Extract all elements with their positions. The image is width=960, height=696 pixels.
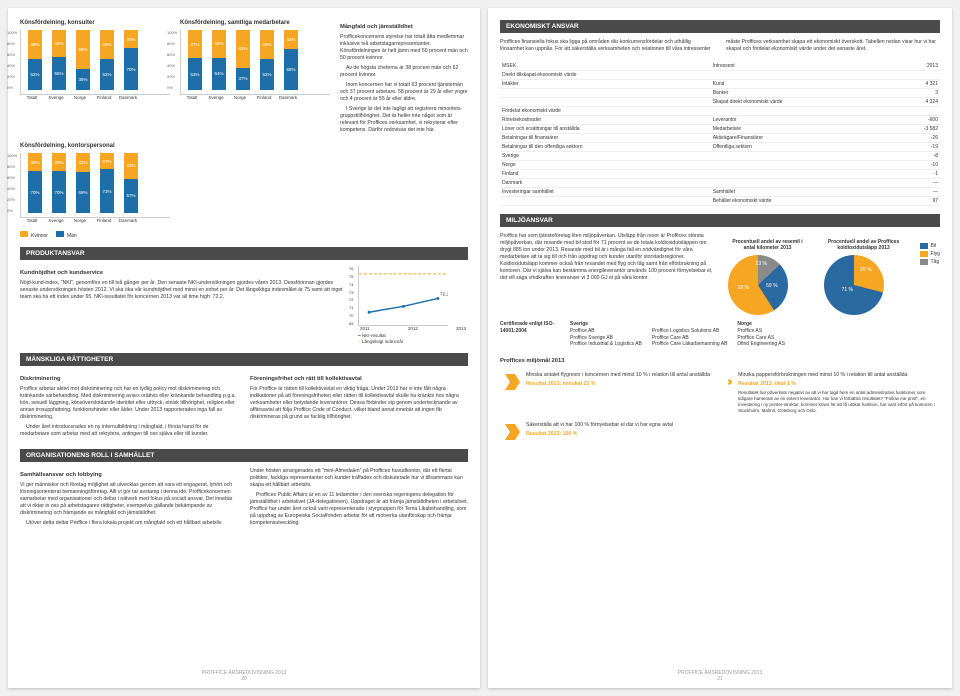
- miljo-head: MILJÖANSVAR: [500, 214, 940, 227]
- legend: Kvinnor Män: [20, 231, 170, 239]
- chart2-title: Könsfördelning, samtliga medarbetare: [180, 20, 330, 26]
- goal-1: Minska antalet flygresor i koncernen med…: [500, 372, 714, 414]
- page-right: EKONOMISKT ANSVAR Proffices finansiella …: [488, 8, 952, 688]
- org-head: ORGANISATIONENS ROLL I SAMHÄLLET: [20, 449, 468, 462]
- produktansvar-head: PRODUKTANSVAR: [20, 247, 468, 260]
- mangfald-head: Mångfald och jämställdhet: [340, 24, 468, 32]
- ekon-head: EKONOMISKT ANSVAR: [500, 20, 940, 33]
- manskliga-head: MÄNSKLIGA RÄTTIGHETER: [20, 353, 468, 366]
- page-left: Könsfördelning, konsulter 100%80%60%40%2…: [8, 8, 480, 688]
- pie-legend: Bil Flyg Tåg: [920, 243, 940, 315]
- goal-3: Minska pappersförbrukningen med minst 10…: [726, 372, 940, 414]
- goal-2: Säkerställa att vi har 100 % förnyelseba…: [500, 422, 714, 442]
- chart-kontor: Könsfördelning, kontorspersonal 100%80%6…: [20, 143, 170, 239]
- pie-km: Procentuell andel av resemil i antal kil…: [728, 239, 808, 315]
- chart3-title: Könsfördelning, kontorspersonal: [20, 143, 170, 149]
- chart1-title: Könsfördelning, konsulter: [20, 20, 170, 26]
- chart-konsulter: Könsfördelning, konsulter 100%80%60%40%2…: [20, 20, 170, 137]
- svg-text:72,2: 72,2: [440, 292, 448, 298]
- nki-chart: 7675747372717069 72,2 201120122013 ━ NKI…: [358, 266, 468, 345]
- pie-co2: Procentuell andel av Proffices koldioxid…: [824, 239, 904, 315]
- chart-medarbetare: Könsfördelning, samtliga medarbetare 100…: [180, 20, 330, 137]
- ekon-table: MSEKIntressent2013 Direkt tillskapat eko…: [500, 62, 940, 206]
